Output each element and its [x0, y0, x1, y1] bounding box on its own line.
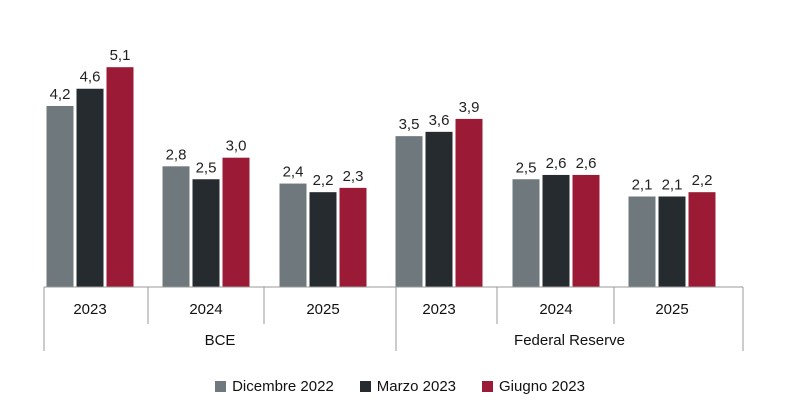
- bar: [192, 179, 220, 287]
- bars-layer: [46, 67, 716, 288]
- legend-label: Giugno 2023: [499, 378, 585, 395]
- bar: [222, 157, 250, 287]
- legend: Dicembre 2022 Marzo 2023 Giugno 2023: [0, 378, 800, 395]
- legend-swatch: [215, 381, 227, 392]
- value-label: 2,4: [283, 164, 304, 181]
- bar: [688, 192, 716, 287]
- category-tick-label: 2023: [422, 301, 455, 318]
- value-label: 2,2: [313, 172, 334, 189]
- legend-swatch: [482, 381, 494, 392]
- category-tick-label: 2023: [73, 301, 106, 318]
- bar-chart-plot: 4,2 4,6 5,1 2,8 2,5 3,0 2,4 2,2 2,3 3,5 3,6 3,9 2,5 2…: [43, 47, 744, 351]
- bar: [512, 179, 540, 287]
- legend-item: Dicembre 2022: [215, 378, 334, 395]
- value-label: 2,5: [516, 159, 537, 176]
- bar: [455, 118, 483, 287]
- category-tick-label: 2025: [655, 301, 688, 318]
- group-label: BCE: [205, 332, 236, 349]
- value-label: 4,6: [80, 69, 101, 86]
- value-label: 2,6: [576, 155, 597, 172]
- value-label: 2,1: [662, 176, 683, 193]
- bar: [658, 196, 686, 287]
- value-label: 3,9: [459, 99, 480, 116]
- value-label: 3,6: [429, 112, 450, 129]
- legend-item: Giugno 2023: [482, 378, 585, 395]
- value-label: 2,1: [632, 176, 653, 193]
- group-label: Federal Reserve: [514, 332, 625, 349]
- value-label: 3,5: [399, 116, 420, 133]
- category-tick-label: 2024: [539, 301, 572, 318]
- legend-swatch: [359, 381, 371, 392]
- bar: [46, 105, 74, 287]
- value-label: 4,2: [50, 86, 71, 103]
- value-label: 5,1: [110, 47, 131, 64]
- bar: [76, 88, 104, 288]
- bar: [339, 187, 367, 287]
- bar: [309, 192, 337, 287]
- bar: [106, 67, 134, 287]
- value-label: 2,3: [343, 168, 364, 185]
- value-label: 2,2: [692, 172, 713, 189]
- value-label: 2,8: [166, 146, 187, 163]
- category-tick-label: 2025: [306, 301, 339, 318]
- category-axis: 2023 2024 2025 2023 2024 2025 BCE Federal Reser…: [43, 286, 744, 351]
- legend-label: Dicembre 2022: [232, 378, 334, 395]
- bar: [395, 136, 423, 287]
- bar: [425, 131, 453, 287]
- value-label: 3,0: [226, 138, 247, 155]
- value-labels-layer: 4,2 4,6 5,1 2,8 2,5 3,0 2,4 2,2 2,3 3,5 3,6 3,9 2,5 2…: [50, 47, 713, 193]
- category-tick-label: 2024: [189, 301, 222, 318]
- bar: [628, 196, 656, 287]
- legend-label: Marzo 2023: [376, 378, 457, 395]
- bar: [572, 174, 600, 287]
- bar: [542, 174, 570, 287]
- legend-item: Marzo 2023: [359, 378, 457, 395]
- bar: [162, 166, 190, 287]
- bar: [279, 183, 307, 287]
- value-label: 2,5: [196, 159, 217, 176]
- value-label: 2,6: [546, 155, 567, 172]
